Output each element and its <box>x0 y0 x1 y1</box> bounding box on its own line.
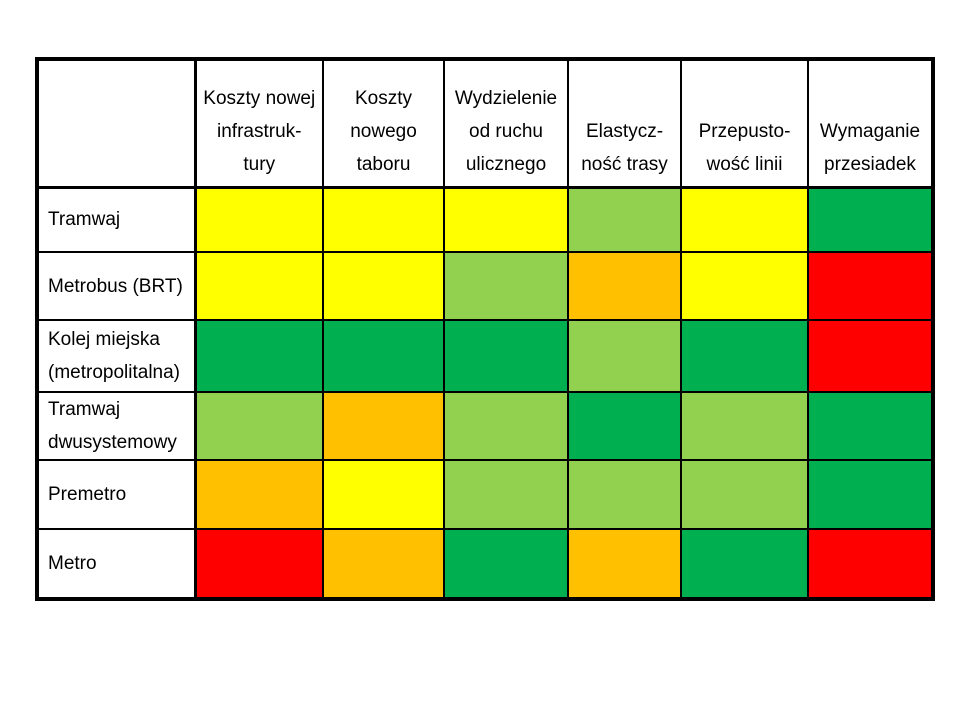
column-header-3: Elastycz- ność trasy <box>567 58 682 189</box>
row-label: Tramwaj <box>36 186 197 253</box>
row-label: Premetro <box>36 459 197 530</box>
matrix-cell-green <box>807 391 934 461</box>
matrix-cell-red <box>194 528 324 600</box>
matrix-cell-green <box>194 319 324 393</box>
matrix-cell-orange <box>567 251 682 321</box>
matrix-cell-yellow <box>680 251 809 321</box>
matrix-cell-yellow <box>322 251 445 321</box>
matrix-cell-light_green <box>443 459 569 530</box>
matrix-cell-light_green <box>680 459 809 530</box>
column-header-5: Wymaganie przesiadek <box>807 58 934 189</box>
table-row: Kolej miejska (metropolitalna) <box>36 319 934 393</box>
matrix-cell-light_green <box>680 391 809 461</box>
table-row: Tramwaj <box>36 186 934 253</box>
matrix-cell-red <box>807 251 934 321</box>
matrix-cell-red <box>807 528 934 600</box>
column-header-0: Koszty nowej infrastruk- tury <box>194 58 324 189</box>
header-row: Koszty nowej infrastruk- tury Koszty nowe… <box>36 58 934 189</box>
matrix-cell-green <box>322 319 445 393</box>
matrix-cell-light_green <box>194 391 324 461</box>
column-header-2: Wydzielenie od ruchu ulicznego <box>443 58 569 189</box>
matrix-cell-light_green <box>443 251 569 321</box>
matrix-cell-green <box>443 319 569 393</box>
row-label: Kolej miejska (metropolitalna) <box>36 319 197 393</box>
matrix-cell-green <box>680 528 809 600</box>
matrix-cell-yellow <box>194 186 324 253</box>
matrix-cell-light_green <box>567 186 682 253</box>
corner-cell <box>36 58 197 189</box>
matrix-cell-green <box>807 186 934 253</box>
matrix-cell-green <box>567 391 682 461</box>
table-row: Premetro <box>36 459 934 530</box>
matrix-cell-yellow <box>322 186 445 253</box>
matrix-cell-yellow <box>194 251 324 321</box>
table-row: Tramwaj dwusystemowy <box>36 391 934 461</box>
matrix-cell-yellow <box>322 459 445 530</box>
matrix-cell-green <box>807 459 934 530</box>
matrix-cell-orange <box>194 459 324 530</box>
row-label: Metro <box>36 528 197 600</box>
matrix-cell-green <box>680 319 809 393</box>
matrix-cell-light_green <box>443 391 569 461</box>
column-header-4: Przepusto- wość linii <box>680 58 809 189</box>
comparison-table: Koszty nowej infrastruk- tury Koszty nowe… <box>35 57 935 601</box>
matrix-cell-light_green <box>567 459 682 530</box>
matrix-cell-yellow <box>443 186 569 253</box>
matrix-cell-orange <box>567 528 682 600</box>
column-header-1: Koszty nowego taboru <box>322 58 445 189</box>
table-row: Metro <box>36 528 934 600</box>
row-label: Metrobus (BRT) <box>36 251 197 321</box>
row-label: Tramwaj dwusystemowy <box>36 391 197 461</box>
table-row: Metrobus (BRT) <box>36 251 934 321</box>
matrix-cell-light_green <box>567 319 682 393</box>
matrix-cell-orange <box>322 528 445 600</box>
matrix-cell-orange <box>322 391 445 461</box>
matrix-cell-yellow <box>680 186 809 253</box>
matrix-cell-red <box>807 319 934 393</box>
matrix-cell-green <box>443 528 569 600</box>
